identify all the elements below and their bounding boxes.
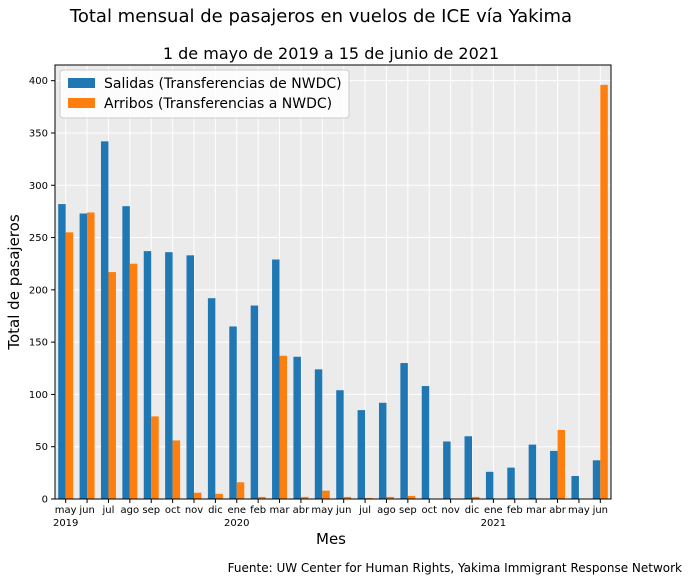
legend-entry: Salidas (Transferencias de NWDC): [104, 76, 342, 92]
x-tick-label: jul: [358, 505, 371, 516]
y-axis-label: Total de pasajeros: [5, 214, 23, 350]
bar-salidas: [207, 298, 216, 499]
x-tick-label: may: [311, 505, 333, 516]
x-tick-label: sep: [399, 505, 417, 516]
bar-salidas: [100, 141, 109, 499]
bar-salidas: [528, 444, 537, 499]
bar-salidas: [443, 441, 451, 499]
bar-salidas: [485, 471, 494, 499]
bar-salidas: [165, 252, 173, 499]
bar-salidas: [507, 467, 515, 499]
bar-arribos: [108, 272, 116, 499]
x-tick-label: ene: [484, 505, 503, 516]
legend-swatch: [68, 78, 95, 88]
y-tick-label: 0: [42, 495, 48, 506]
x-tick-label: jun: [335, 505, 351, 516]
legend-entry: Arribos (Transferencias a NWDC): [104, 96, 332, 112]
y-tick-label: 150: [29, 338, 48, 349]
y-tick-label: 350: [29, 128, 48, 139]
bar-arribos: [279, 355, 288, 499]
bar-arribos: [600, 84, 608, 500]
bar-arribos: [172, 440, 181, 499]
x-year-label: 2021: [481, 518, 506, 529]
legend-box: [59, 69, 350, 119]
plot-area: [55, 65, 611, 499]
x-tick-label: sep: [142, 505, 160, 516]
x-tick-label: may: [55, 505, 77, 516]
x-tick-label: feb: [507, 505, 523, 516]
x-tick-label: nov: [185, 505, 203, 516]
bar-salidas: [186, 255, 194, 499]
x-tick-label: dic: [465, 505, 480, 516]
bar-salidas: [421, 386, 430, 499]
bar-arribos: [151, 416, 159, 499]
bar-arribos: [322, 490, 330, 499]
x-tick-label: nov: [441, 505, 459, 516]
bar-salidas: [336, 390, 344, 499]
bar-salidas: [272, 259, 280, 499]
y-tick-label: 400: [29, 76, 48, 87]
bar-salidas: [229, 326, 237, 499]
bar-salidas: [293, 356, 301, 499]
bar-arribos: [236, 482, 245, 499]
legend-swatch: [68, 98, 95, 108]
bar-arribos: [386, 496, 394, 499]
chart-subtitle: 1 de mayo de 2019 a 15 de junio de 2021: [163, 44, 499, 63]
bar-salidas: [571, 475, 579, 499]
bar-arribos: [215, 493, 223, 499]
bar-salidas: [378, 402, 387, 499]
bar-salidas: [79, 213, 88, 499]
bar-salidas: [143, 251, 152, 499]
y-tick-label: 200: [29, 285, 48, 296]
bar-arribos: [300, 496, 309, 499]
x-axis-label: Mes: [316, 530, 346, 548]
x-tick-label: dic: [208, 505, 223, 516]
bar-salidas: [592, 460, 601, 499]
plot-frame: [54, 64, 612, 500]
x-year-label: 2020: [224, 518, 249, 529]
bar-arribos: [129, 263, 138, 499]
bar-salidas: [250, 305, 259, 499]
x-tick-label: mar: [526, 505, 547, 516]
y-tick-label: 100: [29, 390, 48, 401]
y-tick-label: 300: [29, 181, 48, 192]
x-tick-label: ago: [121, 505, 140, 516]
x-tick-label: ene: [227, 505, 246, 516]
bar-arribos: [407, 495, 416, 499]
y-tick-label: 50: [35, 442, 48, 453]
bar-arribos: [365, 497, 373, 499]
x-tick-label: may: [568, 505, 590, 516]
x-tick-label: feb: [250, 505, 266, 516]
source-note: Fuente: UW Center for Human Rights, Yaki…: [228, 561, 682, 575]
x-tick-label: jul: [102, 505, 115, 516]
x-tick-label: abr: [293, 505, 310, 516]
x-tick-label: oct: [165, 505, 181, 516]
bar-arribos: [258, 496, 266, 499]
x-tick-label: abr: [549, 505, 566, 516]
bar-salidas: [314, 369, 323, 499]
bar-arribos: [343, 496, 352, 499]
bar-arribos: [472, 496, 480, 499]
y-tick-label: 250: [29, 233, 48, 244]
bar-arribos: [65, 232, 74, 499]
bar-salidas: [357, 410, 366, 499]
x-year-label: 2019: [53, 518, 78, 529]
bar-salidas: [400, 363, 408, 499]
chart-title: Total mensual de pasajeros en vuelos de …: [69, 6, 572, 27]
x-tick-label: jun: [78, 505, 94, 516]
bar-salidas: [58, 204, 66, 499]
x-tick-label: jun: [592, 505, 608, 516]
x-tick-label: oct: [421, 505, 437, 516]
bar-salidas: [550, 450, 558, 499]
x-tick-label: ago: [377, 505, 396, 516]
bar-arribos: [194, 492, 202, 499]
bar-arribos: [557, 429, 566, 499]
bar-salidas: [122, 206, 130, 499]
x-tick-label: mar: [270, 505, 291, 516]
bar-salidas: [464, 436, 472, 499]
bar-arribos: [87, 212, 95, 499]
